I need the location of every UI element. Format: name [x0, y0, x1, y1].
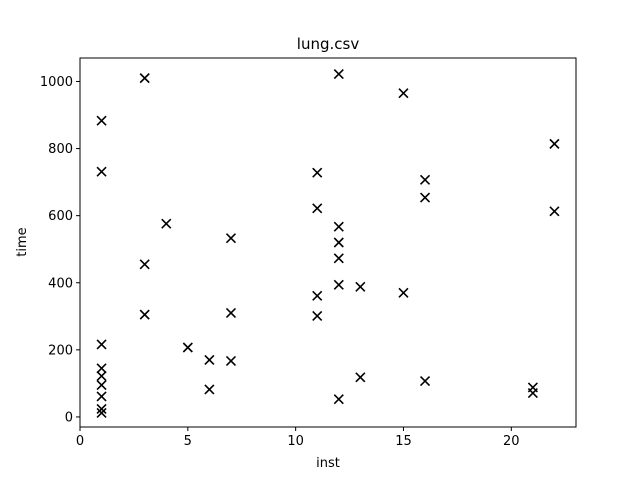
data-point — [355, 281, 366, 292]
y-tick-label: 1000 — [40, 75, 73, 90]
data-point — [161, 218, 172, 229]
x-tick-label: 0 — [76, 434, 84, 449]
data-point — [333, 394, 344, 405]
chart-title: lung.csv — [297, 35, 360, 53]
data-point — [96, 391, 107, 402]
y-tick-label: 200 — [48, 343, 73, 358]
data-point — [549, 206, 560, 217]
data-point — [139, 309, 150, 320]
data-point — [225, 233, 237, 244]
x-tick-label: 5 — [184, 434, 192, 449]
data-point — [333, 221, 344, 232]
data-point — [225, 355, 237, 366]
data-point — [355, 372, 366, 383]
data-point — [96, 363, 107, 374]
data-point — [96, 403, 107, 414]
x-tick-label: 20 — [503, 434, 520, 449]
y-axis-label: time — [15, 227, 30, 256]
data-point — [204, 354, 215, 365]
data-point — [96, 339, 107, 350]
y-axis: 0 200 400 600 800 1000 — [40, 75, 80, 425]
data-point — [139, 259, 150, 270]
data-point — [204, 384, 215, 395]
data-point — [527, 388, 538, 399]
data-point — [333, 279, 344, 290]
data-point — [333, 69, 344, 80]
data-point — [96, 115, 107, 126]
y-tick-label: 800 — [48, 142, 73, 157]
data-point — [419, 375, 431, 387]
data-point — [96, 407, 107, 418]
data-point — [225, 307, 237, 319]
data-point — [96, 380, 107, 391]
data-point — [419, 192, 431, 203]
x-tick-label: 15 — [395, 434, 412, 449]
x-tick-label: 10 — [287, 434, 304, 449]
data-point — [96, 370, 107, 382]
data-points — [96, 69, 560, 418]
data-point — [419, 174, 431, 185]
data-point — [312, 310, 323, 322]
data-point — [312, 203, 323, 214]
data-point — [398, 88, 409, 99]
data-point — [312, 290, 323, 301]
data-point — [398, 287, 409, 298]
data-point — [333, 253, 344, 264]
data-point — [549, 138, 560, 149]
x-axis: 0 5 10 15 20 — [76, 427, 520, 449]
data-point — [312, 167, 323, 178]
data-point — [333, 237, 344, 248]
x-axis-label: inst — [316, 456, 340, 471]
data-point — [96, 166, 107, 177]
data-point — [139, 73, 150, 84]
y-tick-label: 0 — [65, 410, 73, 425]
y-tick-label: 600 — [48, 209, 73, 224]
plot-area — [79, 57, 577, 428]
data-point — [182, 342, 193, 353]
y-tick-label: 400 — [48, 276, 73, 291]
